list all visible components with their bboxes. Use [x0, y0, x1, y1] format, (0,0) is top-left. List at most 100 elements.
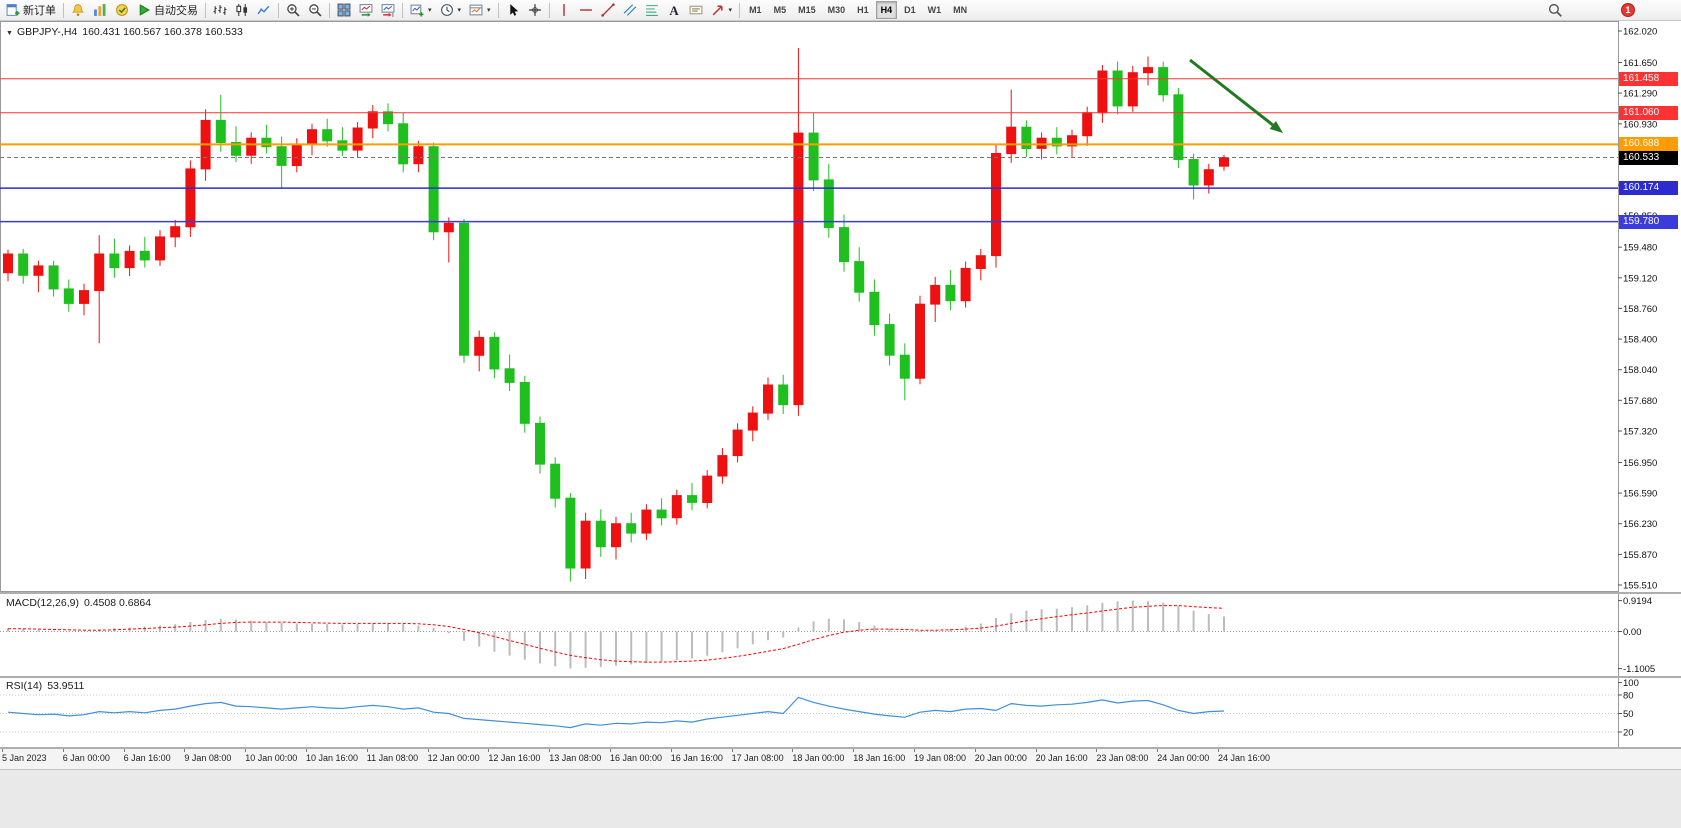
panel-separator[interactable]: [0, 676, 1681, 678]
timeframe-h1-button[interactable]: H1: [857, 5, 869, 15]
price-axis-label: 157.680: [1623, 396, 1657, 407]
macd-axis-label: -1.1005: [1623, 664, 1655, 675]
toolbar-separator: [739, 2, 741, 18]
search-button[interactable]: [1548, 3, 1562, 17]
label-button[interactable]: [685, 0, 707, 20]
text-icon: A: [667, 3, 681, 17]
time-axis-label: 20 Jan 16:00: [1035, 749, 1088, 763]
candle-body: [763, 384, 773, 414]
search-icon: [1548, 3, 1562, 17]
chart-collapse-icon[interactable]: ▼: [6, 30, 13, 37]
chart-shift-button[interactable]: [377, 0, 399, 20]
new-chart-dropdown[interactable]: ▾: [406, 0, 436, 20]
macd-axis-label: 0.9194: [1623, 596, 1652, 607]
toolbar-separator: [278, 2, 279, 18]
time-axis-label: 19 Jan 08:00: [914, 749, 967, 763]
toolbar-separator: [63, 2, 64, 18]
candle-body: [899, 354, 910, 379]
alerts-icon: [71, 3, 85, 17]
panel-separator[interactable]: [0, 592, 1681, 594]
macd-signal-line: [8, 605, 1225, 663]
text-button[interactable]: A: [663, 0, 685, 20]
bar-chart-button[interactable]: [209, 0, 231, 20]
new-order-button[interactable]: 新订单: [2, 0, 60, 20]
price-axis-label: 158.040: [1623, 365, 1657, 376]
trendline-button[interactable]: [597, 0, 619, 20]
timeframe-h4-button[interactable]: H4: [875, 1, 898, 19]
toolbar-separator: [548, 2, 550, 18]
toolbar-separator: [497, 2, 499, 18]
toolbar-separator: [402, 2, 403, 18]
candle-body: [1021, 126, 1032, 149]
candle-body: [428, 146, 439, 233]
macd-values: 0.4508 0.6864: [83, 597, 152, 609]
main-chart[interactable]: 162.020 161.650 161.290 160.930 160.570 160.2…: [0, 21, 1681, 592]
trendline-icon: [600, 3, 615, 17]
autotrading-button[interactable]: 自动交易: [133, 0, 202, 20]
channel-button[interactable]: [619, 0, 641, 20]
periods-dropdown[interactable]: ▾: [436, 0, 466, 20]
metaeditor-button[interactable]: [111, 0, 133, 20]
rsi-name: RSI(14): [6, 680, 43, 692]
notifications-badge[interactable]: 1: [1621, 3, 1635, 17]
candle-body: [1127, 72, 1138, 107]
candle-body: [322, 129, 333, 142]
rsi-panel[interactable]: 100 80 50 20: [0, 678, 1681, 747]
alerts-button[interactable]: [67, 0, 89, 20]
timeframe-d1-button[interactable]: D1: [904, 5, 916, 15]
rsi-axis-label: 50: [1623, 709, 1634, 720]
price-axis-label: 158.760: [1623, 304, 1657, 315]
line-chart-button[interactable]: [253, 0, 275, 20]
fibo-icon: [645, 3, 659, 17]
hline-icon: [579, 3, 593, 17]
candle-body: [930, 284, 941, 305]
candle-body: [94, 253, 105, 292]
timeframe-m30-button[interactable]: M30: [827, 5, 846, 15]
vertical-line-button[interactable]: [553, 0, 575, 20]
candle-body: [1067, 135, 1077, 147]
zoom-in-button[interactable]: [282, 0, 304, 20]
vline-icon: [557, 3, 571, 17]
candle-body: [504, 368, 515, 383]
toolbar: 新订单 自动交易 ▾ ▾ ▾ A ▾ M1 M5 M15 M30 H1 H4 D1 W1 MN 1: [0, 0, 1681, 21]
candle-body: [367, 111, 378, 129]
timeframe-mn-button[interactable]: MN: [953, 5, 968, 15]
candle-body: [48, 265, 59, 290]
time-axis-label: 16 Jan 00:00: [610, 749, 663, 763]
price-axis-label: 155.510: [1623, 581, 1657, 592]
cursor-button[interactable]: [502, 0, 524, 20]
fibonacci-button[interactable]: [641, 0, 663, 20]
new-order-icon: [6, 3, 20, 17]
candle-body: [975, 255, 986, 269]
rsi-line: [7, 696, 1225, 729]
candlestick-button[interactable]: [231, 0, 253, 20]
candle-body: [63, 288, 74, 304]
panel-separator: [0, 747, 1681, 749]
candle-body: [960, 267, 971, 302]
trend-arrow-annotation[interactable]: [1189, 58, 1274, 127]
dropdown-arrow-icon: ▾: [457, 7, 462, 14]
auto-scroll-button[interactable]: [355, 0, 377, 20]
crosshair-button[interactable]: [524, 0, 546, 20]
timeframe-m15-button[interactable]: M15: [798, 5, 816, 15]
tile-icon: [337, 3, 351, 17]
zoom-out-button[interactable]: [304, 0, 326, 20]
candle-body: [1112, 70, 1123, 107]
horizontal-line-button[interactable]: [575, 0, 597, 20]
arrows-dropdown[interactable]: ▾: [707, 0, 737, 20]
macd-axis-label: 0.00: [1623, 627, 1642, 638]
templates-dropdown[interactable]: ▾: [465, 0, 495, 20]
price-axis-label: 160.210: [1623, 181, 1657, 192]
tile-windows-button[interactable]: [333, 0, 355, 20]
timeframe-m5-button[interactable]: M5: [773, 5, 787, 15]
price-axis-label: 159.850: [1623, 211, 1657, 222]
timeframe-m1-button[interactable]: M1: [749, 5, 762, 15]
price-axis-label: 155.870: [1623, 550, 1657, 561]
candle-body: [702, 475, 713, 504]
market-watch-button[interactable]: [89, 0, 111, 20]
new-chart-icon: [410, 3, 424, 17]
candle-body: [307, 129, 317, 145]
macd-panel[interactable]: 0.9194 0.00 -1.1005: [0, 594, 1681, 676]
timeframe-w1-button[interactable]: W1: [927, 5, 942, 15]
candle-body: [793, 132, 804, 406]
